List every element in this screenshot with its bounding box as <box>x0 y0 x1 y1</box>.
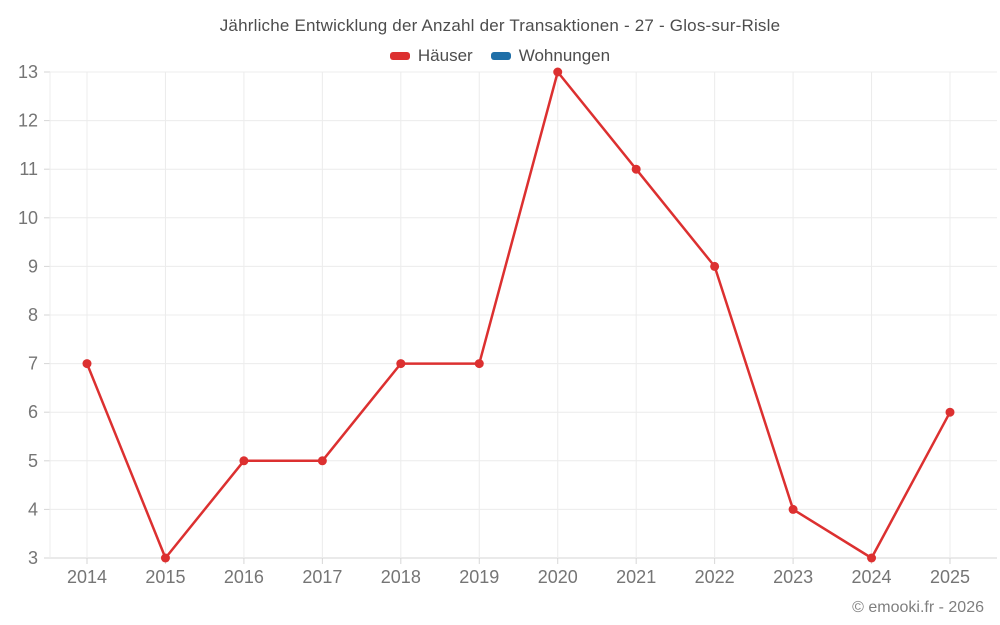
y-axis-label: 4 <box>28 499 38 519</box>
legend-item-wohnungen[interactable]: Wohnungen <box>490 46 611 66</box>
x-axis-label: 2014 <box>67 567 107 587</box>
y-axis-label: 13 <box>18 62 38 82</box>
x-axis-label: 2019 <box>459 567 499 587</box>
data-point[interactable] <box>82 359 92 369</box>
data-point[interactable] <box>396 359 406 369</box>
y-axis-label: 3 <box>28 548 38 568</box>
data-point[interactable] <box>945 407 955 417</box>
data-point[interactable] <box>710 261 720 271</box>
y-axis-label: 5 <box>28 451 38 471</box>
data-point[interactable] <box>474 359 484 369</box>
legend-swatch-wohnungen-icon <box>490 52 511 60</box>
series-line-häuser <box>85 70 952 560</box>
x-axis-label: 2025 <box>930 567 970 587</box>
x-axis-label: 2022 <box>695 567 735 587</box>
data-point[interactable] <box>553 67 563 77</box>
y-axis-label: 8 <box>28 305 38 325</box>
legend-label-hauser: Häuser <box>417 46 473 65</box>
x-axis-label: 2016 <box>224 567 264 587</box>
y-axis-label: 6 <box>28 402 38 422</box>
x-axis-label: 2020 <box>538 567 578 587</box>
copyright: © emooki.fr - 2026 <box>852 599 984 616</box>
data-point[interactable] <box>160 553 170 563</box>
y-axis-label: 10 <box>18 208 38 228</box>
x-axis-label: 2017 <box>302 567 342 587</box>
data-point[interactable] <box>631 164 641 174</box>
y-axis-label: 9 <box>28 256 38 276</box>
x-axis-label: 2024 <box>852 567 892 587</box>
data-point[interactable] <box>788 504 798 514</box>
chart-title: Jährliche Entwicklung der Anzahl der Tra… <box>219 16 781 35</box>
x-axis-label: 2018 <box>381 567 421 587</box>
y-axis-label: 11 <box>19 159 38 179</box>
data-point[interactable] <box>239 456 249 466</box>
data-point[interactable] <box>317 456 327 466</box>
y-axis-label: 7 <box>28 354 38 374</box>
legend-item-hauser[interactable]: Häuser <box>389 46 473 66</box>
legend-swatch-hauser-icon <box>389 52 410 60</box>
x-axis-label: 2021 <box>616 567 656 587</box>
chart-legend: Häuser Wohnungen <box>0 46 1000 66</box>
x-axis-label: 2015 <box>145 567 185 587</box>
legend-label-wohnungen: Wohnungen <box>518 46 611 65</box>
x-axis-label: 2023 <box>773 567 813 587</box>
data-point[interactable] <box>867 553 877 563</box>
y-axis-label: 12 <box>18 111 38 131</box>
